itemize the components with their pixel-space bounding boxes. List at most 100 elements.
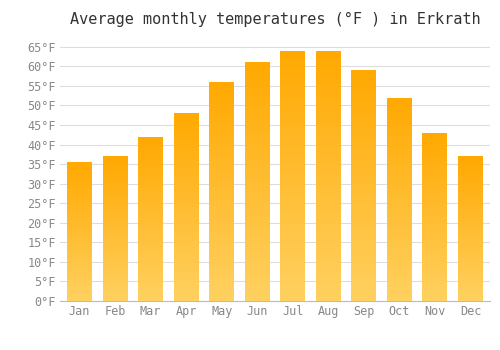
Bar (387, 114, 412, 118)
Bar (102, 260, 128, 262)
Bar (245, 114, 270, 118)
Bar (174, 191, 199, 195)
Bar (458, 222, 483, 224)
Bar (102, 183, 128, 185)
Bar (138, 137, 163, 139)
Bar (316, 176, 340, 180)
Bar (316, 188, 340, 193)
Bar (352, 282, 376, 286)
Bar (174, 292, 199, 295)
Bar (316, 51, 340, 55)
Bar (422, 273, 448, 276)
Bar (280, 247, 305, 251)
Bar (174, 267, 199, 270)
Bar (245, 102, 270, 106)
Bar (280, 230, 305, 234)
Bar (245, 150, 270, 154)
Bar (67, 164, 92, 167)
Bar (210, 294, 234, 298)
Bar (387, 155, 412, 159)
Bar (280, 193, 305, 197)
Bar (387, 287, 412, 291)
Bar (138, 276, 163, 279)
Bar (245, 174, 270, 178)
Bar (422, 234, 448, 237)
Bar (102, 236, 128, 238)
Bar (245, 281, 270, 285)
Bar (387, 121, 412, 125)
Bar (316, 76, 340, 80)
Bar (316, 92, 340, 97)
Bar (422, 167, 448, 169)
Bar (316, 184, 340, 188)
Bar (316, 218, 340, 222)
Bar (422, 192, 448, 195)
Bar (138, 298, 163, 301)
Bar (352, 186, 376, 189)
Bar (210, 235, 234, 239)
Bar (458, 258, 483, 260)
Bar (458, 279, 483, 282)
Bar (174, 276, 199, 279)
Bar (316, 201, 340, 205)
Bar (245, 277, 270, 281)
Bar (67, 252, 92, 255)
Bar (174, 138, 199, 141)
Bar (138, 274, 163, 276)
Bar (422, 231, 448, 234)
Bar (352, 193, 376, 197)
Bar (102, 214, 128, 217)
Bar (67, 259, 92, 262)
Bar (316, 163, 340, 168)
Bar (245, 289, 270, 293)
Bar (138, 150, 163, 153)
Bar (102, 193, 128, 195)
Bar (387, 271, 412, 274)
Bar (352, 247, 376, 251)
Bar (316, 71, 340, 76)
Bar (102, 245, 128, 248)
Bar (352, 251, 376, 255)
Bar (422, 223, 448, 225)
Bar (387, 281, 412, 284)
Bar (245, 217, 270, 222)
Bar (280, 168, 305, 172)
Bar (352, 139, 376, 143)
Bar (245, 273, 270, 277)
Bar (245, 253, 270, 257)
Bar (67, 289, 92, 292)
Bar (245, 118, 270, 122)
Bar (458, 238, 483, 241)
Bar (210, 221, 234, 224)
Bar (138, 249, 163, 252)
Bar (387, 253, 412, 257)
Bar (458, 176, 483, 178)
Bar (422, 209, 448, 211)
Bar (138, 287, 163, 290)
Bar (352, 82, 376, 86)
Bar (174, 264, 199, 267)
Bar (174, 154, 199, 157)
Bar (352, 259, 376, 262)
Bar (138, 153, 163, 156)
Bar (102, 270, 128, 272)
Bar (174, 163, 199, 167)
Bar (67, 162, 92, 164)
Bar (387, 237, 412, 240)
Bar (387, 111, 412, 114)
Bar (67, 236, 92, 238)
Bar (67, 222, 92, 225)
Bar (174, 282, 199, 285)
Bar (102, 173, 128, 176)
Bar (174, 141, 199, 145)
Bar (245, 182, 270, 186)
Bar (280, 151, 305, 155)
Bar (210, 166, 234, 169)
Bar (316, 272, 340, 276)
Bar (138, 232, 163, 235)
Bar (67, 255, 92, 257)
Bar (67, 195, 92, 197)
Bar (138, 244, 163, 246)
Bar (387, 101, 412, 104)
Bar (387, 250, 412, 253)
